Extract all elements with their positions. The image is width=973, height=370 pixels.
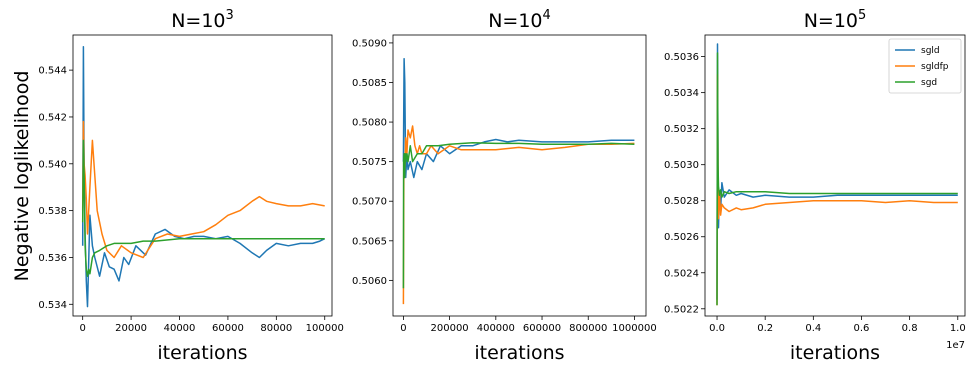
chart-title: N=104 [488,8,551,32]
y-tick-label: 0.5085 [352,78,387,89]
chart-panel-3: 0.0 0.2 0.4 0.6 0.8 1.0 0.5022 0.5024 0.5026 0.50… [664,8,966,364]
x-tick-label: 200000 [431,323,469,334]
chart-panels: 0 20000 40000 60000 80000 100000 0.534 0.536 0.5… [38,8,965,364]
x-tick-label: 0.2 [757,323,773,334]
x-tick-label: 0.6 [854,323,870,334]
x-tick-label: 0 [400,323,406,334]
x-tick-label: 40000 [164,323,196,334]
chart-title: N=103 [171,8,234,32]
x-axis-label: iterations [474,342,564,364]
series-line-sgd [402,141,635,289]
y-tick-label: 0.538 [38,206,67,217]
x-tick-label: 60000 [212,323,244,334]
chart-title-exponent: 5 [858,8,866,23]
y-tick-label: 0.5032 [664,124,699,135]
chart-title-exponent: 4 [543,8,551,23]
y-tick-label: 0.5060 [352,276,387,287]
x-tick-label: 1000000 [612,323,657,334]
y-tick-label: 0.536 [38,253,67,264]
series-line-sgld [402,57,635,179]
chart-panel-2: 0 200000 400000 600000 800000 1000000 0.5060 0.… [352,8,657,364]
chart-title-exponent: 3 [226,8,234,23]
legend-label-sgld: sgld [921,46,940,56]
x-tick-label: 0.0 [709,323,725,334]
y-tick-label: 0.5065 [352,236,387,247]
y-tick-label: 0.542 [38,112,67,123]
x-tick-label: 1.0 [950,323,966,334]
x-axis-offset-label: 1e7 [946,340,965,351]
x-tick-label: 100000 [306,323,344,334]
series-line-sgldfp [402,125,635,305]
y-tick-label: 0.544 [38,66,67,77]
x-tick-label: 0.4 [805,323,821,334]
y-tick-label: 0.5030 [664,160,699,171]
y-tick-label: 0.5090 [352,38,387,49]
y-tick-label: 0.5034 [664,88,699,99]
plot-frame [72,34,333,317]
legend-box [888,38,962,94]
x-tick-label: 20000 [115,323,147,334]
y-tick-label: 0.5036 [664,52,699,63]
x-tick-label: 0.8 [902,323,918,334]
x-tick-label: 400000 [477,323,515,334]
y-tick-label: 0.5024 [664,268,699,279]
chart-title: N=105 [804,8,867,32]
series-line-sgldfp [81,120,325,259]
y-tick-label: 0.540 [38,159,67,170]
y-tick-label: 0.534 [38,300,67,311]
series-line-sgld [81,45,326,308]
y-tick-label: 0.5026 [664,232,699,243]
y-tick-label: 0.5070 [352,197,387,208]
x-axis-label: iterations [790,342,880,364]
legend: sgld sgldfp sgd [888,38,962,94]
series-line-sgldfp [716,73,958,306]
x-axis-label: iterations [157,342,247,364]
legend-label-sgldfp: sgldfp [921,62,949,72]
chart-panel-1: 0 20000 40000 60000 80000 100000 0.534 0.536 0.5… [38,8,343,364]
legend-label-sgd: sgd [921,78,937,88]
y-tick-label: 0.5080 [352,118,387,129]
y-tick-label: 0.5022 [664,304,699,315]
plot-frame [392,34,647,317]
x-tick-label: 800000 [569,323,607,334]
x-tick-label: 0 [79,323,85,334]
plot-frame [704,34,966,317]
y-tick-label: 0.5075 [352,157,387,168]
x-tick-label: 80000 [260,323,292,334]
y-tick-label: 0.5028 [664,196,699,207]
x-tick-label: 600000 [523,323,561,334]
series-line-sgd [81,139,325,277]
series-line-sgd [716,52,958,306]
y-axis-label: Negative loglikelihood [11,71,33,282]
